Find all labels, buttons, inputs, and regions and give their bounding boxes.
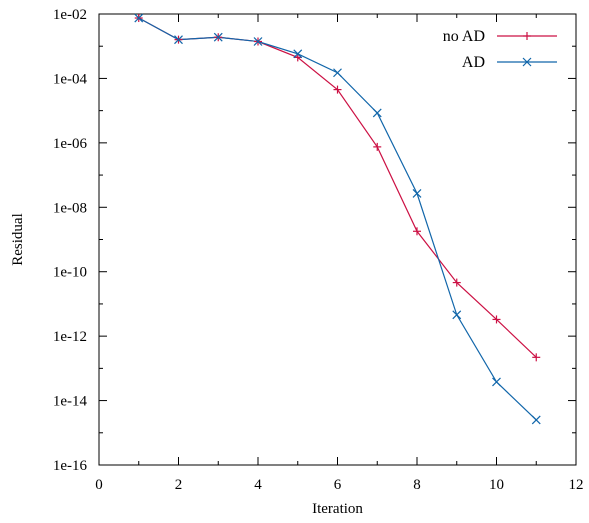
x-tick-label: 10 [489,477,504,493]
data-point-ad [253,37,263,46]
legend-marker-sample [522,57,532,67]
data-point-ad [174,35,183,45]
data-point-ad [293,49,303,59]
data-point-ad [492,377,501,387]
data-point-no-ad [492,315,501,324]
plot-area-border [98,13,577,466]
x-tick-label: 6 [334,477,342,493]
data-point-ad [333,68,342,78]
y-tick-label: 1e-14 [53,394,88,410]
plot-frame [98,13,577,466]
x-tick-label: 2 [175,477,183,493]
series-lines [138,17,537,421]
series-line-ad [138,17,537,421]
legend-marker-sample [523,32,531,40]
x-tick-label: 12 [569,477,584,493]
data-point-no-ad [373,142,382,151]
x-tick-label: 8 [413,477,421,493]
x-tick-label: 0 [95,477,103,493]
y-tick-label: 1e-08 [53,200,87,216]
data-point-no-ad [413,227,421,236]
data-point-ad [134,13,144,23]
axis-ticks [98,13,577,466]
data-point-ad [452,310,462,320]
y-tick-label: 1e-10 [53,265,87,281]
x-tick-label: 4 [254,477,262,493]
y-axis-label: Residual [10,213,26,266]
y-tick-label: 1e-16 [53,458,88,474]
data-point-ad [412,188,422,198]
data-point-no-ad [452,278,461,287]
legend-label: no AD [443,28,485,45]
data-point-no-ad [532,353,541,362]
x-tick-labels: 0 2 4 6 8 10 12 [95,477,583,493]
y-tick-label: 1e-06 [53,136,88,152]
x-axis-label: Iteration [312,501,363,517]
series-markers [134,13,541,425]
y-tick-label: 1e-02 [53,7,87,23]
legend: no AD AD [443,28,557,71]
data-point-ad [213,32,223,42]
legend-label: AD [462,54,485,71]
y-tick-labels: 1e-16 1e-14 1e-12 1e-10 1e-08 1e-06 1e-04 1e-02 [53,7,88,474]
data-point-ad [531,415,541,425]
y-tick-label: 1e-12 [53,329,87,345]
data-point-no-ad [333,85,342,94]
y-tick-label: 1e-04 [53,71,88,87]
data-point-ad [372,108,382,118]
data-point-no-ad [293,53,302,62]
